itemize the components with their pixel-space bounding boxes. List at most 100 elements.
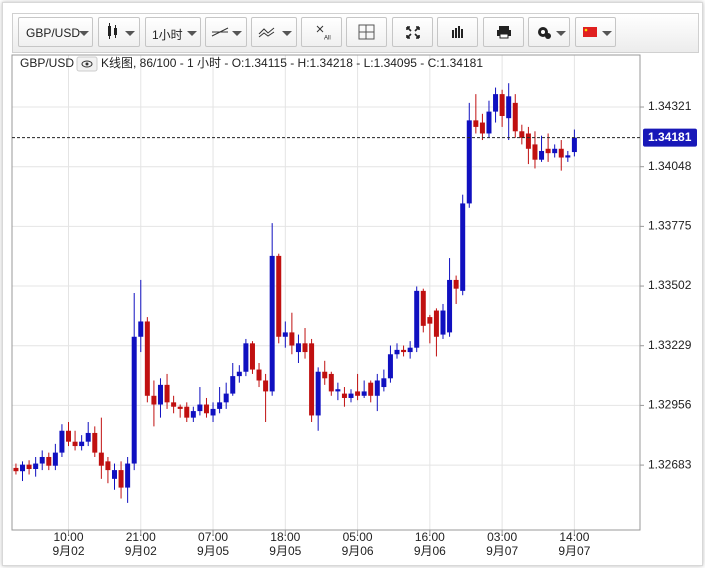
candle-body	[26, 464, 32, 470]
candle-body	[506, 96, 512, 119]
last-price-tag	[643, 128, 697, 147]
candle-body	[256, 369, 262, 381]
candle-body	[98, 452, 104, 466]
print-button[interactable]	[483, 17, 524, 47]
candle-body	[558, 148, 564, 158]
caret	[79, 31, 89, 36]
candle-body	[138, 321, 144, 337]
candle-body	[125, 463, 131, 488]
all-text: All	[324, 36, 331, 42]
settings-button[interactable]	[528, 17, 570, 47]
bars-icon	[452, 26, 463, 38]
x-tick-label: 9月05	[197, 544, 229, 558]
candle-body	[243, 343, 249, 372]
y-tick-label: 1.33229	[648, 338, 692, 352]
candle-body	[249, 343, 255, 370]
symbol-text: GBP/USD	[26, 26, 81, 40]
candle-body	[387, 354, 393, 379]
eye-pupil	[85, 62, 89, 66]
caret	[187, 31, 197, 36]
grid-button[interactable]	[346, 17, 387, 47]
candle-body	[66, 430, 72, 442]
candle-body	[440, 310, 446, 335]
candle-body	[341, 393, 347, 398]
candle-body	[374, 380, 380, 396]
candle-body	[447, 279, 453, 333]
y-tick-label: 1.32683	[648, 457, 692, 471]
clear-icon: All	[316, 25, 331, 42]
candle-body	[236, 371, 242, 377]
expand-icon	[406, 26, 420, 39]
x-tick-label: 9月02	[52, 544, 84, 558]
candle-body	[210, 408, 216, 416]
candle-body	[203, 404, 209, 414]
candle-body	[571, 137, 577, 153]
plot-border	[11, 54, 641, 531]
interval-text: 1小时	[152, 28, 183, 42]
candle-body	[355, 391, 361, 396]
line-tool-button[interactable]	[205, 17, 247, 47]
y-tick-label: 1.32956	[648, 398, 692, 412]
candle-body	[453, 279, 459, 289]
candle-body	[157, 384, 163, 405]
x-tick-label: 9月07	[558, 544, 590, 558]
x-tick-label: 9月05	[269, 544, 301, 558]
x-tick-label: 9月07	[486, 544, 518, 558]
candle-body	[414, 290, 420, 348]
candle-body	[20, 464, 26, 472]
x-tick-label: 9月06	[414, 544, 446, 558]
candle-body	[532, 144, 538, 160]
candle-body	[151, 395, 157, 405]
candle-body	[427, 317, 433, 324]
candle-body	[85, 432, 91, 442]
symbol-label: GBP/USD	[20, 56, 74, 70]
candle-body	[552, 148, 558, 154]
candle-body	[111, 470, 117, 479]
candle-body	[460, 203, 466, 291]
candle-body	[539, 150, 545, 160]
caret	[282, 31, 292, 36]
candle-body	[79, 441, 85, 447]
toolbar: GBP/USD 1小时 All	[12, 13, 699, 53]
candle-body	[361, 391, 367, 396]
candle-body	[177, 406, 183, 409]
y-tick-label: 1.33502	[648, 278, 692, 292]
x-tick-label: 16:00	[415, 530, 445, 544]
candle-body	[420, 290, 426, 326]
candle-body	[197, 404, 203, 412]
clear-button[interactable]: All	[301, 17, 342, 47]
indicator-button[interactable]	[251, 17, 297, 47]
candle-body	[479, 122, 485, 134]
chart-type-button[interactable]	[98, 17, 140, 47]
caret	[232, 31, 242, 36]
candle-body	[368, 382, 374, 396]
last-price-label: 1.34181	[648, 130, 692, 144]
candle-body	[473, 120, 479, 127]
settings-icon	[538, 27, 551, 39]
language-button[interactable]	[575, 17, 616, 47]
candle-body	[72, 441, 78, 447]
candle-body	[309, 343, 315, 416]
fullscreen-button[interactable]	[392, 17, 433, 47]
candle-body	[407, 347, 413, 353]
candle-body	[493, 94, 499, 112]
interval-button[interactable]: 1小时	[145, 17, 201, 47]
candle-body	[335, 389, 341, 392]
x-tick-label: 03:00	[487, 530, 517, 544]
candle-body	[33, 463, 39, 470]
eye-icon	[81, 60, 93, 68]
candle-body	[144, 321, 150, 396]
x-tick-label: 07:00	[198, 530, 228, 544]
candle-body	[184, 406, 190, 418]
candle-body	[519, 131, 525, 138]
candle-body	[433, 310, 439, 337]
candle-body	[328, 373, 334, 392]
symbol-button[interactable]: GBP/USD	[18, 17, 93, 47]
candle-body	[315, 371, 321, 416]
candle-body	[263, 380, 269, 392]
volume-button[interactable]	[437, 17, 478, 47]
candle-body	[525, 133, 531, 149]
candle-body	[512, 102, 518, 132]
candle-body	[118, 470, 124, 488]
